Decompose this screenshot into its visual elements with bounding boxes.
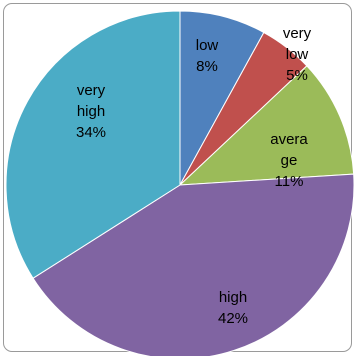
data-label-very-low: very low 5% — [283, 25, 312, 84]
pie-slice-average — [178, 65, 355, 186]
data-label-average: avera ge 11% — [270, 131, 308, 190]
data-label-very-high: very high 34% — [76, 82, 106, 141]
data-label-high: high 42% — [218, 289, 248, 327]
pie-slice-very-high — [5, 10, 181, 279]
data-label-low: low 8% — [196, 37, 219, 75]
pie-slices — [5, 10, 355, 356]
pie-labels: low 8% very low 5% avera ge 11% high 42% very high 3… — [76, 25, 312, 327]
pie-slice-high — [32, 173, 355, 356]
